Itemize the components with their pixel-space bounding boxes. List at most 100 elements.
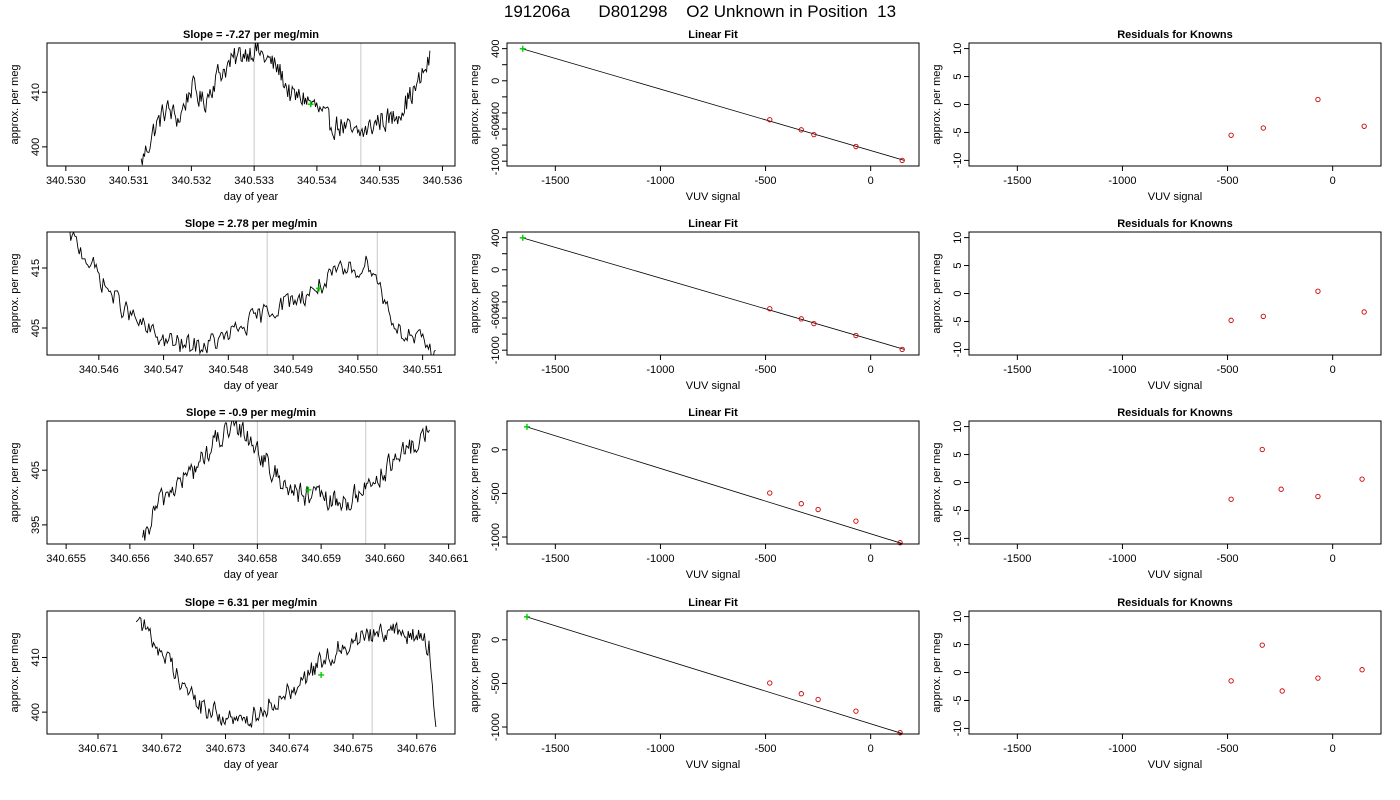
x-tick-label: -500 bbox=[1217, 175, 1239, 187]
y-tick-label: -10 bbox=[952, 152, 964, 168]
y-tick-label: 395 bbox=[30, 516, 42, 534]
y-tick-label: -10 bbox=[952, 341, 964, 357]
y-tick-label: 0 bbox=[490, 637, 502, 643]
y-axis-label: approx. per meg bbox=[9, 632, 21, 712]
data-point bbox=[1315, 288, 1321, 294]
signal-trace bbox=[142, 421, 430, 541]
y-tick-label: 5 bbox=[952, 262, 964, 268]
x-tick-label: -500 bbox=[755, 553, 777, 565]
y-axis-label: approx. per meg bbox=[469, 632, 481, 712]
x-axis-label: VUV signal bbox=[686, 569, 740, 581]
y-tick-label: 410 bbox=[30, 648, 42, 666]
panel-title: Slope = 2.78 per meg/min bbox=[185, 218, 318, 230]
x-tick-label: 340.671 bbox=[78, 743, 118, 755]
data-point bbox=[899, 157, 905, 164]
x-tick-label: 0 bbox=[1330, 553, 1336, 565]
x-tick-label: 340.657 bbox=[174, 553, 214, 565]
fit-line bbox=[521, 48, 905, 161]
x-axis-label: VUV signal bbox=[1148, 380, 1202, 392]
x-tick-label: -500 bbox=[755, 364, 777, 376]
data-point bbox=[899, 346, 905, 353]
plot-frame bbox=[506, 420, 920, 545]
y-tick-label: 5 bbox=[952, 641, 964, 647]
signal-trace bbox=[135, 616, 437, 728]
plot-frame bbox=[46, 610, 456, 735]
panel-1-2: -1500 -1000 -500 0 -1000 -600-400 0 400 Linear F… bbox=[469, 29, 920, 203]
data-point bbox=[1259, 446, 1265, 453]
y-tick-label: 405 bbox=[30, 461, 42, 479]
data-point bbox=[853, 708, 859, 714]
panel-title: Slope = -7.27 per meg/min bbox=[183, 29, 319, 41]
x-tick-label: -500 bbox=[1217, 553, 1239, 565]
data-point bbox=[1228, 678, 1234, 684]
x-tick-label: 340.532 bbox=[171, 175, 211, 187]
data-point bbox=[853, 332, 859, 339]
data-point bbox=[1228, 496, 1234, 502]
data-point bbox=[815, 696, 821, 703]
fit-line bbox=[525, 616, 903, 734]
panel-2-2: -1500 -1000 -500 0 -1000 -600-400 0 400 Linear F… bbox=[469, 218, 920, 392]
data-point bbox=[897, 540, 903, 546]
x-tick-label: 340.536 bbox=[423, 175, 463, 187]
plot-frame bbox=[968, 420, 1382, 545]
panel-4-1: 340.671 340.672 340.673 340.674 340.675 340.6… bbox=[9, 597, 456, 771]
x-tick-label: 340.549 bbox=[273, 364, 313, 376]
fit-line bbox=[525, 426, 903, 544]
y-axis-label: approx. per meg bbox=[9, 253, 21, 333]
data-point bbox=[1315, 675, 1321, 681]
x-tick-label: -500 bbox=[755, 743, 777, 755]
plot-frame bbox=[46, 42, 456, 167]
data-point bbox=[767, 680, 773, 686]
x-tick-label: -1500 bbox=[1003, 553, 1031, 565]
x-tick-label: -1500 bbox=[541, 175, 569, 187]
panel-title: Residuals for Knowns bbox=[1117, 597, 1233, 609]
data-point bbox=[1315, 493, 1321, 500]
x-tick-label: 340.548 bbox=[208, 364, 248, 376]
y-tick-label: 0 bbox=[490, 78, 502, 84]
x-tick-label: 0 bbox=[868, 743, 874, 755]
data-point bbox=[767, 117, 773, 123]
signal-trace bbox=[69, 232, 436, 355]
x-tick-label: 340.530 bbox=[46, 175, 86, 187]
x-tick-label: 340.533 bbox=[234, 175, 274, 187]
plot-frame bbox=[46, 231, 456, 356]
y-tick-label: 10 bbox=[952, 610, 964, 622]
panel-4-3: -1500 -1000 -500 0 -10 -5 0 5 10 Residuals for Kn… bbox=[931, 597, 1382, 771]
y-tick-label: -1000 bbox=[490, 713, 502, 741]
y-axis-label: approx. per meg bbox=[9, 64, 21, 144]
data-point bbox=[897, 730, 903, 736]
y-axis-label: approx. per meg bbox=[931, 632, 943, 712]
panel-title: Linear Fit bbox=[688, 407, 738, 419]
x-tick-label: -500 bbox=[755, 175, 777, 187]
data-point bbox=[1315, 96, 1321, 103]
y-axis-label: approx. per meg bbox=[9, 442, 21, 522]
x-axis-label: day of year bbox=[224, 191, 279, 203]
y-tick-label: 405 bbox=[30, 319, 42, 337]
x-tick-label: -1000 bbox=[1108, 743, 1136, 755]
y-tick-label: 0 bbox=[490, 267, 502, 273]
plot-frame bbox=[506, 231, 920, 356]
plot-frame bbox=[968, 610, 1382, 735]
data-point bbox=[1228, 317, 1234, 323]
plot-frame bbox=[46, 420, 456, 545]
data-point bbox=[1259, 642, 1265, 648]
y-tick-label: 10 bbox=[952, 42, 964, 54]
x-tick-label: 340.676 bbox=[397, 743, 437, 755]
data-point bbox=[798, 127, 804, 133]
x-tick-label: 340.534 bbox=[297, 175, 337, 187]
data-point bbox=[767, 490, 773, 496]
y-tick-label: 0 bbox=[952, 479, 964, 485]
fit-line bbox=[521, 237, 905, 350]
y-tick-label: -1000 bbox=[490, 147, 502, 175]
x-tick-label: -1500 bbox=[541, 553, 569, 565]
x-tick-label: 340.550 bbox=[338, 364, 378, 376]
panel-title: Linear Fit bbox=[688, 218, 738, 230]
y-tick-label: 410 bbox=[30, 83, 42, 101]
x-tick-label: -1000 bbox=[646, 553, 674, 565]
y-tick-label: 400 bbox=[490, 39, 502, 57]
x-tick-label: 340.547 bbox=[144, 364, 184, 376]
x-axis-label: VUV signal bbox=[1148, 569, 1202, 581]
x-axis-label: day of year bbox=[224, 759, 279, 771]
x-axis-label: VUV signal bbox=[1148, 759, 1202, 771]
